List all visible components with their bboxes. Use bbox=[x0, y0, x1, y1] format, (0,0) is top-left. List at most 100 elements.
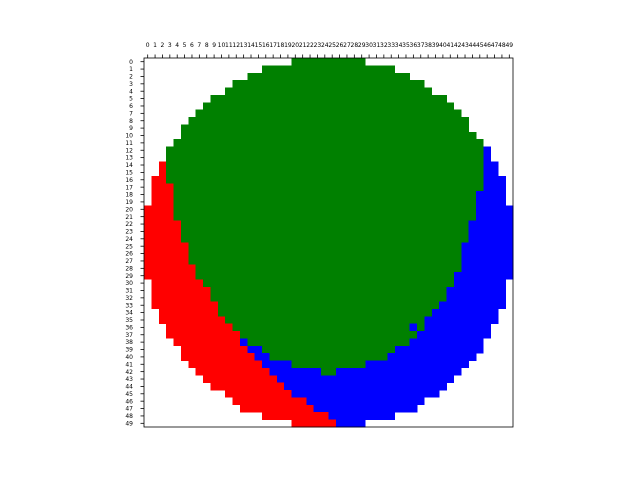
x-tick-label-48: 48 bbox=[498, 42, 506, 49]
heatmap-cell-row-11-seg-0 bbox=[173, 139, 484, 147]
x-tick-label-18: 18 bbox=[277, 42, 285, 49]
heatmap-cell-row-41-seg-0 bbox=[188, 360, 263, 369]
heatmap-cell-row-46-seg-0 bbox=[232, 397, 307, 406]
heatmap-cell-row-28-seg-2 bbox=[461, 264, 514, 273]
heatmap-cell-row-43-seg-1 bbox=[276, 375, 455, 383]
y-tick-label-13: 13 bbox=[125, 155, 133, 162]
heatmap-cell-row-44-seg-1 bbox=[284, 382, 447, 391]
y-tick-label-30: 30 bbox=[125, 280, 133, 287]
y-tick-label-1: 1 bbox=[129, 66, 133, 73]
y-tick-label-2: 2 bbox=[129, 74, 133, 81]
heatmap-cell-row-36-seg-0 bbox=[166, 323, 233, 332]
x-axis-ticks: 0 1 2 3 4 5 6 7 8 9 10 11 12 13 14 15 16 17 18 19 20 21 22 23 24… bbox=[146, 42, 513, 58]
heatmap-cell-row-42-seg-3 bbox=[335, 367, 462, 376]
x-tick-label-0: 0 bbox=[146, 42, 150, 49]
y-tick-label-24: 24 bbox=[125, 236, 133, 243]
heatmap-cell-row-33-seg-1 bbox=[217, 301, 440, 310]
heatmap-cell-row-10-seg-0 bbox=[180, 131, 477, 140]
heatmap-cell-row-42-seg-2 bbox=[321, 367, 337, 376]
x-tick-label-26: 26 bbox=[336, 42, 344, 49]
heatmap-cell-row-17-seg-2 bbox=[483, 183, 506, 192]
heatmap-cell-row-25-seg-2 bbox=[461, 242, 514, 251]
y-tick-label-47: 47 bbox=[125, 406, 133, 413]
heatmap-cell-row-29-seg-0 bbox=[144, 272, 196, 280]
y-tick-label-21: 21 bbox=[125, 214, 133, 221]
y-tick-label-28: 28 bbox=[125, 265, 133, 272]
heatmap-cell-row-24-seg-1 bbox=[180, 235, 469, 243]
heatmap-cell-row-38-seg-0 bbox=[173, 338, 241, 347]
y-tick-label-4: 4 bbox=[129, 88, 133, 95]
heatmap-cell-row-19-seg-2 bbox=[476, 198, 506, 206]
y-tick-label-38: 38 bbox=[125, 339, 133, 346]
heatmap-cell-row-38-seg-1 bbox=[239, 338, 248, 347]
x-tick-label-37: 37 bbox=[417, 42, 425, 49]
heatmap-cell-row-18-seg-2 bbox=[476, 190, 506, 199]
x-tick-label-39: 39 bbox=[432, 42, 440, 49]
y-tick-label-27: 27 bbox=[125, 258, 133, 265]
heatmap-cell-row-6-seg-0 bbox=[203, 102, 455, 110]
heatmap-cell-row-23-seg-1 bbox=[180, 227, 469, 236]
heatmap-cell-row-46-seg-1 bbox=[306, 397, 425, 406]
heatmap-cell-row-32-seg-1 bbox=[210, 294, 447, 302]
heatmap-cell-row-16-seg-2 bbox=[483, 176, 506, 184]
heatmap-cell-row-30-seg-0 bbox=[151, 279, 204, 288]
heatmap-cell-row-31-seg-1 bbox=[210, 286, 447, 295]
x-tick-label-17: 17 bbox=[269, 42, 277, 49]
heatmap-cell-row-45-seg-0 bbox=[225, 390, 292, 398]
heatmap-cell-row-26-seg-1 bbox=[188, 249, 462, 258]
heatmap-cell-row-41-seg-2 bbox=[291, 360, 366, 369]
heatmap-cell-row-15-seg-0 bbox=[158, 168, 167, 177]
heatmap-cell-row-35-seg-1 bbox=[225, 316, 425, 324]
heatmap-cell-row-3-seg-0 bbox=[232, 80, 425, 88]
y-tick-label-31: 31 bbox=[125, 288, 133, 295]
x-tick-label-13: 13 bbox=[240, 42, 248, 49]
y-tick-label-14: 14 bbox=[125, 162, 133, 169]
heatmap-cell-row-18-seg-1 bbox=[173, 190, 477, 199]
heatmap-cell-row-15-seg-2 bbox=[483, 168, 499, 177]
heatmap-cell-row-16-seg-1 bbox=[166, 176, 484, 184]
heatmap-cell-row-21-seg-2 bbox=[476, 212, 514, 221]
heatmap-cell-row-49-seg-1 bbox=[335, 419, 366, 428]
x-tick-label-28: 28 bbox=[351, 42, 359, 49]
heatmap-cell-row-40-seg-2 bbox=[269, 353, 388, 361]
x-tick-label-12: 12 bbox=[232, 42, 240, 49]
y-tick-label-9: 9 bbox=[129, 125, 133, 132]
y-tick-label-45: 45 bbox=[125, 391, 133, 398]
x-tick-label-34: 34 bbox=[395, 42, 403, 49]
x-tick-label-45: 45 bbox=[476, 42, 484, 49]
x-tick-label-47: 47 bbox=[491, 42, 499, 49]
heatmap-cell-row-30-seg-1 bbox=[203, 279, 455, 288]
y-tick-label-37: 37 bbox=[125, 332, 133, 339]
x-tick-label-20: 20 bbox=[291, 42, 299, 49]
x-tick-label-3: 3 bbox=[168, 42, 172, 49]
x-tick-label-40: 40 bbox=[439, 42, 447, 49]
x-tick-label-6: 6 bbox=[190, 42, 194, 49]
x-tick-label-43: 43 bbox=[461, 42, 469, 49]
heatmap-cell-row-20-seg-0 bbox=[144, 205, 174, 214]
y-tick-label-19: 19 bbox=[125, 199, 133, 206]
heatmap-cell-row-37-seg-2 bbox=[417, 331, 492, 339]
heatmap-cell-row-31-seg-0 bbox=[151, 286, 211, 295]
heatmap-cell-row-19-seg-0 bbox=[151, 198, 174, 206]
heatmap-cell-row-38-seg-3 bbox=[409, 338, 484, 347]
heatmap-cell-row-26-seg-0 bbox=[144, 249, 189, 258]
heatmap-cell-row-13-seg-0 bbox=[166, 153, 484, 162]
y-tick-label-44: 44 bbox=[125, 384, 133, 391]
y-tick-label-35: 35 bbox=[125, 317, 133, 324]
y-tick-label-16: 16 bbox=[125, 177, 133, 184]
y-tick-label-6: 6 bbox=[129, 103, 133, 110]
x-tick-label-32: 32 bbox=[380, 42, 388, 49]
x-tick-label-5: 5 bbox=[183, 42, 187, 49]
heatmap-cell-row-44-seg-0 bbox=[210, 382, 285, 391]
heatmap-cell-row-29-seg-2 bbox=[453, 272, 514, 280]
x-tick-label-27: 27 bbox=[343, 42, 351, 49]
heatmap-cell-row-43-seg-0 bbox=[203, 375, 278, 383]
heatmap-cell-row-33-seg-2 bbox=[439, 301, 506, 310]
heatmap-cell-row-25-seg-1 bbox=[188, 242, 462, 251]
y-tick-label-26: 26 bbox=[125, 251, 133, 258]
heatmap-cell-row-24-seg-2 bbox=[468, 235, 514, 243]
x-tick-label-4: 4 bbox=[175, 42, 179, 49]
x-tick-label-15: 15 bbox=[255, 42, 263, 49]
heatmap-cell-row-24-seg-0 bbox=[144, 235, 182, 243]
